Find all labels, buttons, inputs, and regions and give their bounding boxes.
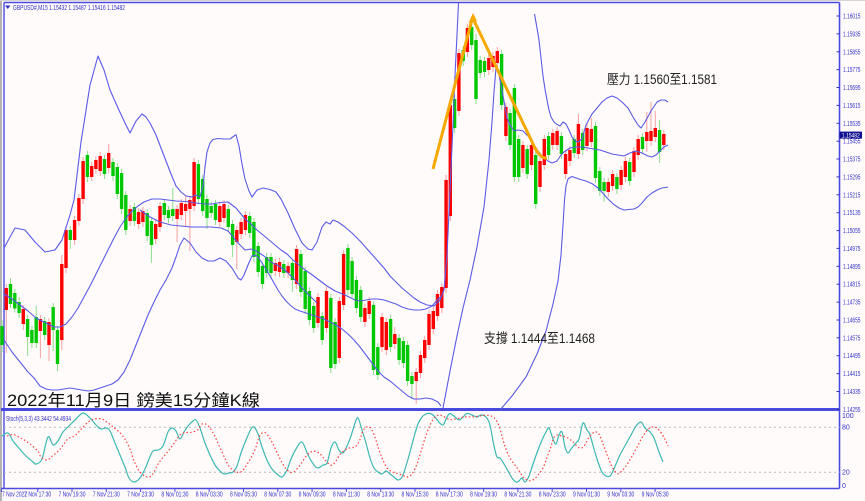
svg-text:9 Nov 01:30: 9 Nov 01:30 [573, 492, 600, 499]
svg-text:1.15215: 1.15215 [843, 192, 861, 199]
svg-text:GBPUSD#,M15 1.15432 1.15487 1: GBPUSD#,M15 1.15432 1.15487 1.15416 1.15… [13, 3, 125, 12]
svg-text:1.14735: 1.14735 [843, 300, 861, 307]
svg-text:9 Nov 05:30: 9 Nov 05:30 [642, 492, 669, 499]
svg-text:1.15855: 1.15855 [843, 49, 861, 56]
svg-text:8 Nov 17:30: 8 Nov 17:30 [436, 492, 463, 499]
svg-text:1.14495: 1.14495 [843, 353, 861, 360]
svg-text:8 Nov 01:30: 8 Nov 01:30 [161, 492, 188, 499]
svg-text:1.14815: 1.14815 [843, 282, 861, 289]
svg-text:7 Nov 23:30: 7 Nov 23:30 [127, 492, 154, 499]
svg-text:1.14255: 1.14255 [843, 407, 861, 414]
svg-text:9 Nov 03:30: 9 Nov 03:30 [607, 492, 634, 499]
svg-text:1.16015: 1.16015 [843, 14, 861, 21]
svg-text:1.15375: 1.15375 [843, 157, 861, 164]
svg-text:1.15055: 1.15055 [843, 228, 861, 235]
svg-text:7 Nov 2022: 7 Nov 2022 [2, 492, 27, 499]
svg-text:1.15775: 1.15775 [843, 67, 861, 74]
svg-text:8 Nov 15:30: 8 Nov 15:30 [402, 492, 429, 499]
svg-text:8 Nov 09:30: 8 Nov 09:30 [299, 492, 326, 499]
svg-text:7 Nov 19:30: 7 Nov 19:30 [59, 492, 86, 499]
svg-text:Stoch(5,3,3) 43.3442 54.4934: Stoch(5,3,3) 43.3442 54.4934 [6, 416, 71, 423]
svg-text:1.14895: 1.14895 [843, 264, 861, 271]
svg-text:8 Nov 19:30: 8 Nov 19:30 [470, 492, 497, 499]
svg-text:8 Nov 11:30: 8 Nov 11:30 [333, 492, 360, 499]
svg-text:7 Nov 21:30: 7 Nov 21:30 [93, 492, 120, 499]
svg-text:2022年11月9日 鎊美15分鐘K線: 2022年11月9日 鎊美15分鐘K線 [7, 391, 260, 410]
svg-text:8 Nov 07:30: 8 Nov 07:30 [264, 492, 291, 499]
svg-text:壓力 1.1560至1.1581: 壓力 1.1560至1.1581 [607, 72, 717, 87]
svg-text:7 Nov 17:30: 7 Nov 17:30 [24, 492, 51, 499]
svg-text:8 Nov 13:30: 8 Nov 13:30 [367, 492, 394, 499]
svg-text:1.15482: 1.15482 [842, 133, 860, 140]
svg-text:8 Nov 03:30: 8 Nov 03:30 [196, 492, 223, 499]
svg-text:1.15935: 1.15935 [843, 31, 861, 38]
svg-text:1.15535: 1.15535 [843, 121, 861, 128]
svg-text:8 Nov 21:30: 8 Nov 21:30 [504, 492, 531, 499]
svg-text:1.14575: 1.14575 [843, 335, 861, 342]
svg-text:1.15295: 1.15295 [843, 174, 861, 181]
svg-text:支撐 1.1444至1.1468: 支撐 1.1444至1.1468 [484, 331, 595, 346]
svg-text:80: 80 [842, 425, 850, 432]
svg-text:8 Nov 05:30: 8 Nov 05:30 [230, 492, 257, 499]
svg-text:1.14655: 1.14655 [843, 318, 861, 325]
svg-text:20: 20 [842, 470, 850, 477]
svg-text:1.15455: 1.15455 [843, 139, 861, 146]
svg-text:1.15135: 1.15135 [843, 210, 861, 217]
svg-text:1.15615: 1.15615 [843, 103, 861, 110]
svg-text:0: 0 [842, 483, 846, 490]
svg-text:8 Nov 23:30: 8 Nov 23:30 [539, 492, 566, 499]
svg-text:100: 100 [842, 413, 854, 420]
svg-text:1.14975: 1.14975 [843, 246, 861, 253]
svg-text:1.15695: 1.15695 [843, 85, 861, 92]
svg-text:1.14415: 1.14415 [843, 371, 861, 378]
svg-text:1.14335: 1.14335 [843, 389, 861, 396]
